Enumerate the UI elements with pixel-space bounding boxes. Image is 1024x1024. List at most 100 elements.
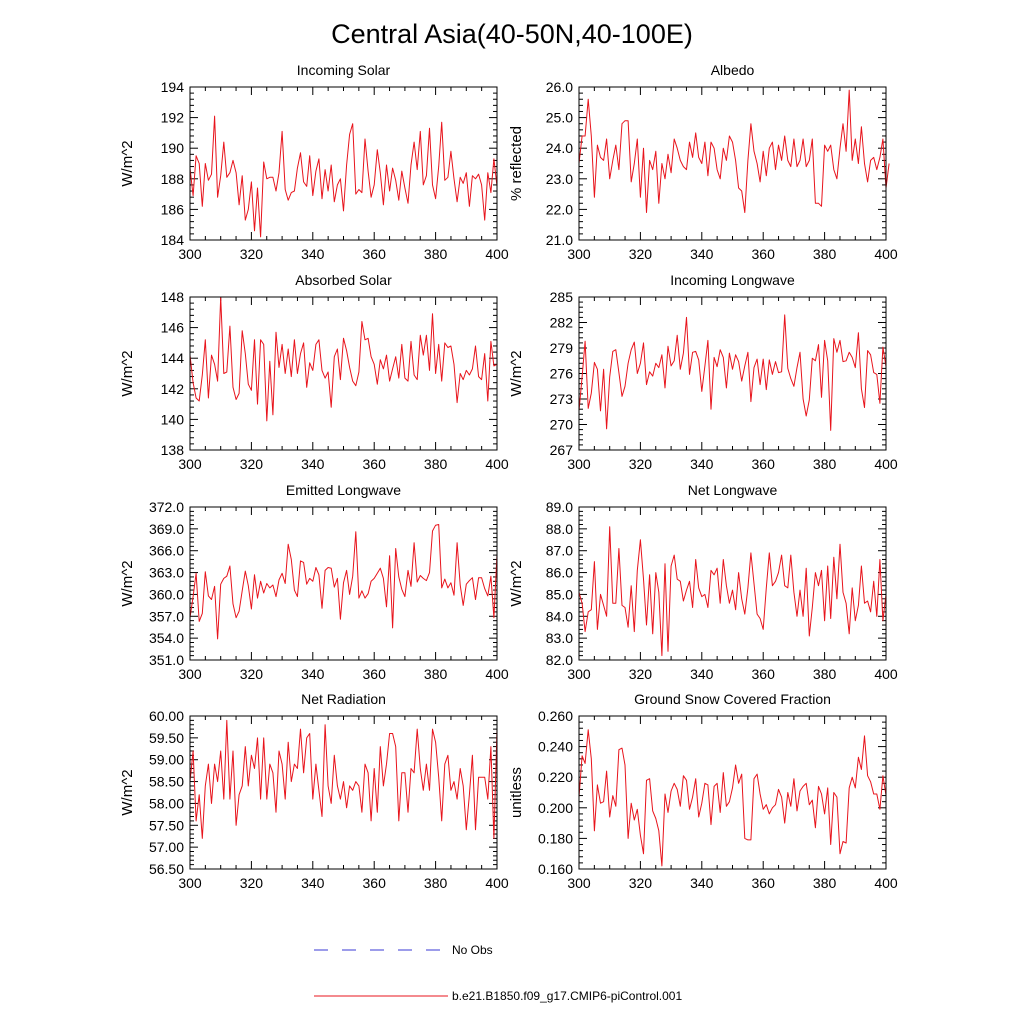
- y-tick-label: 88.0: [546, 521, 573, 537]
- y-tick-label: 146: [161, 320, 185, 336]
- y-tick-label: 58.00: [149, 795, 184, 811]
- plot-frame: [578, 296, 887, 451]
- plot-frame: [189, 506, 498, 661]
- y-tick-label: 142: [161, 381, 185, 397]
- y-tick-label: 0.260: [538, 708, 573, 724]
- series-line: [189, 719, 498, 839]
- y-tick-label: 0.220: [538, 769, 573, 785]
- x-tick-label: 300: [178, 666, 202, 682]
- x-tick-label: 400: [485, 666, 509, 682]
- y-axis-label: W/m^2: [508, 560, 525, 606]
- x-tick-label: 320: [629, 456, 653, 472]
- panel: 0.160 0.180 0.200 0.220 0.240 0.260 300 320 340 3…: [508, 691, 898, 891]
- y-tick-label: 0.240: [538, 739, 573, 755]
- plot-frame: [578, 715, 887, 870]
- x-tick-label: 400: [874, 666, 898, 682]
- legend-obs-label: No Obs: [452, 943, 493, 957]
- series-line: [189, 524, 498, 640]
- x-tick-label: 400: [874, 456, 898, 472]
- series-line: [578, 729, 887, 867]
- y-tick-label: 285: [550, 289, 574, 305]
- panel-grid: 184 186 188 190 192 194 300 320 340 360 380 400 Inco…: [119, 62, 898, 891]
- y-axis-label: W/m^2: [119, 560, 136, 606]
- x-tick-label: 340: [690, 666, 714, 682]
- y-tick-label: 357.0: [149, 608, 184, 624]
- y-tick-label: 23.0: [546, 171, 573, 187]
- y-tick-label: 22.0: [546, 201, 573, 217]
- legend: No Obs b.e21.B1850.f09_g17.CMIP6-piContr…: [314, 943, 682, 1003]
- x-tick-label: 320: [240, 456, 264, 472]
- y-axis-label: W/m^2: [119, 350, 136, 396]
- series-line: [578, 89, 890, 213]
- legend-model-label: b.e21.B1850.f09_g17.CMIP6-piControl.001: [452, 989, 682, 1003]
- y-tick-label: 360.0: [149, 586, 184, 602]
- y-tick-label: 0.180: [538, 830, 573, 846]
- y-tick-label: 267: [550, 442, 574, 458]
- y-tick-label: 84.0: [546, 608, 573, 624]
- y-tick-label: 59.00: [149, 752, 184, 768]
- y-tick-label: 82.0: [546, 652, 573, 668]
- x-tick-label: 400: [485, 456, 509, 472]
- y-axis-label: W/m^2: [119, 140, 136, 186]
- panel-title: Absorbed Solar: [295, 272, 392, 288]
- x-tick-label: 320: [629, 875, 653, 891]
- x-tick-label: 340: [690, 456, 714, 472]
- y-tick-label: 279: [550, 340, 574, 356]
- y-tick-label: 354.0: [149, 630, 184, 646]
- x-tick-label: 400: [874, 246, 898, 262]
- y-tick-label: 190: [161, 140, 185, 156]
- x-tick-label: 340: [301, 875, 325, 891]
- x-tick-label: 320: [629, 666, 653, 682]
- x-tick-label: 340: [301, 666, 325, 682]
- x-tick-label: 360: [363, 456, 387, 472]
- x-tick-label: 360: [752, 456, 776, 472]
- y-tick-label: 351.0: [149, 652, 184, 668]
- x-tick-label: 380: [424, 666, 448, 682]
- plot-frame: [578, 506, 887, 661]
- x-tick-label: 380: [813, 246, 837, 262]
- y-tick-label: 0.200: [538, 800, 573, 816]
- x-tick-label: 360: [752, 246, 776, 262]
- y-tick-label: 270: [550, 417, 574, 433]
- y-tick-label: 138: [161, 442, 185, 458]
- x-tick-label: 400: [485, 875, 509, 891]
- y-tick-label: 363.0: [149, 565, 184, 581]
- panel: 351.0 354.0 357.0 360.0 363.0 366.0 369.0 372.0…: [119, 482, 509, 682]
- y-tick-label: 59.50: [149, 730, 184, 746]
- plot-frame: [189, 715, 498, 870]
- y-tick-label: 282: [550, 315, 574, 331]
- panel-title: Ground Snow Covered Fraction: [634, 691, 831, 707]
- x-tick-label: 300: [178, 246, 202, 262]
- y-tick-label: 60.00: [149, 708, 184, 724]
- x-tick-label: 320: [240, 246, 264, 262]
- x-tick-label: 320: [240, 666, 264, 682]
- x-tick-label: 380: [424, 456, 448, 472]
- x-tick-label: 300: [567, 246, 591, 262]
- y-tick-label: 21.0: [546, 232, 573, 248]
- y-axis-label: % reflected: [508, 126, 525, 201]
- y-axis-label: W/m^2: [508, 350, 525, 396]
- y-tick-label: 192: [161, 110, 185, 126]
- y-tick-label: 372.0: [149, 499, 184, 515]
- y-tick-label: 83.0: [546, 630, 573, 646]
- x-tick-label: 340: [301, 246, 325, 262]
- x-tick-label: 380: [424, 875, 448, 891]
- panel-title: Incoming Longwave: [670, 272, 795, 288]
- y-tick-label: 140: [161, 411, 185, 427]
- plot-frame: [189, 296, 498, 451]
- x-tick-label: 300: [178, 456, 202, 472]
- y-tick-label: 26.0: [546, 79, 573, 95]
- x-tick-label: 340: [690, 875, 714, 891]
- figure-title: Central Asia(40-50N,40-100E): [331, 19, 693, 49]
- x-tick-label: 380: [424, 246, 448, 262]
- y-tick-label: 186: [161, 201, 185, 217]
- y-tick-label: 276: [550, 366, 574, 382]
- x-tick-label: 360: [363, 666, 387, 682]
- series-line: [578, 314, 887, 431]
- y-tick-label: 0.160: [538, 861, 573, 877]
- panel: 82.0 83.0 84.0 85.0 86.0 87.0 88.0 89.0 300 320 34…: [508, 482, 898, 682]
- series-line: [189, 296, 498, 422]
- panel-title: Incoming Solar: [297, 62, 391, 78]
- y-tick-label: 87.0: [546, 543, 573, 559]
